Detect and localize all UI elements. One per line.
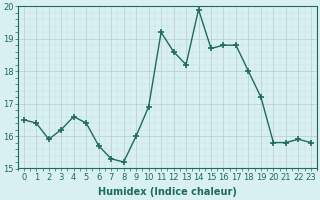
X-axis label: Humidex (Indice chaleur): Humidex (Indice chaleur)	[98, 187, 237, 197]
